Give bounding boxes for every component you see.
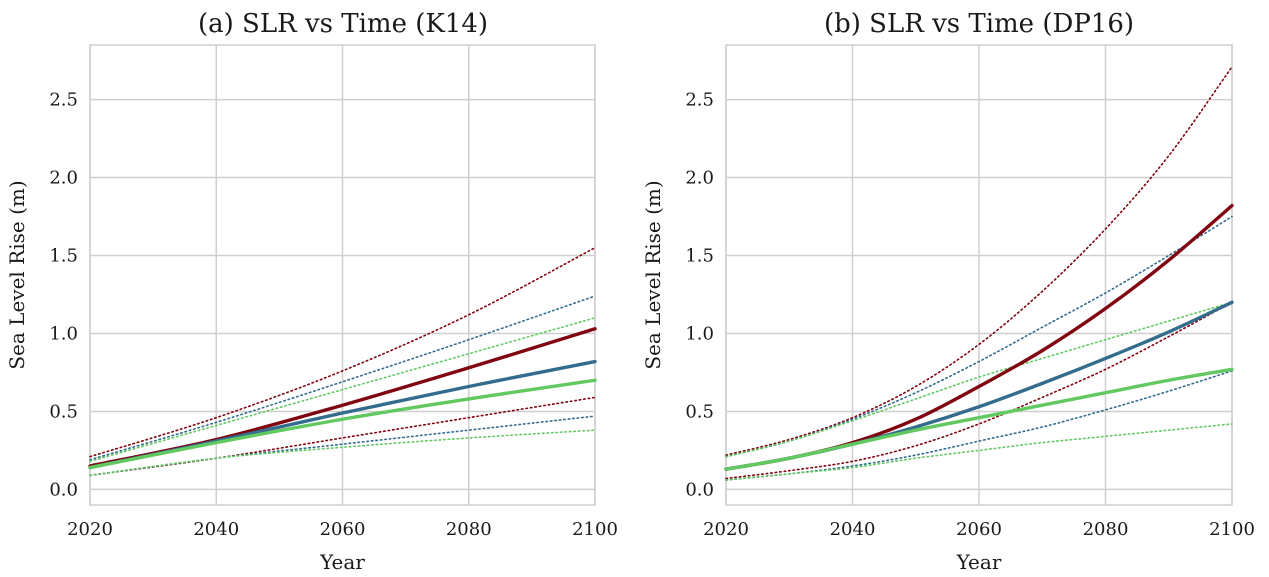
chart-title: (b) SLR vs Time (DP16) <box>824 9 1134 39</box>
panel-b: 2020 2040 2060 2080 2100 0.0 0.5 1.0 1.5 2.0 2.5 (b… <box>641 9 1255 574</box>
series-line <box>89 317 596 463</box>
x-tick-label: 2040 <box>830 519 876 540</box>
y-tick-label: 0.5 <box>685 401 714 422</box>
x-tick-label: 2100 <box>1209 519 1255 540</box>
series-line <box>88 378 597 470</box>
y-tick-label: 2.5 <box>49 90 78 111</box>
series-line <box>89 415 596 477</box>
y-tick-label: 2.0 <box>49 168 78 189</box>
x-axis-label: Year <box>319 550 365 574</box>
x-tick-label: 2060 <box>320 519 366 540</box>
x-tick-label: 2080 <box>446 519 492 540</box>
y-tick-label: 1.0 <box>49 323 78 344</box>
y-tick-label: 0.5 <box>49 401 78 422</box>
y-tick-label: 0.0 <box>49 479 78 500</box>
y-tick-label: 2.0 <box>685 168 714 189</box>
x-tick-label: 2020 <box>703 519 749 540</box>
series-line <box>725 423 1233 481</box>
panel-a: 2020 2040 2060 2080 2100 0.0 0.5 1.0 1.5 2.0 2.5 (a… <box>5 9 618 574</box>
x-tick-label: 2100 <box>572 519 618 540</box>
y-tick-label: 2.5 <box>685 90 714 111</box>
plot-frame <box>89 44 596 506</box>
y-tick-label: 1.0 <box>685 323 714 344</box>
plot-frame <box>725 44 1233 506</box>
series-line <box>725 301 1233 458</box>
x-tick-label: 2060 <box>956 519 1002 540</box>
y-tick-label: 1.5 <box>49 246 78 267</box>
series-line <box>89 246 596 458</box>
x-tick-label: 2080 <box>1083 519 1129 540</box>
series-line <box>89 429 596 477</box>
y-tick-label: 0.0 <box>685 479 714 500</box>
x-axis-label: Year <box>956 550 1002 574</box>
series-line <box>725 301 1233 480</box>
y-axis-label: Sea Level Rise (m) <box>641 180 665 369</box>
series-line <box>725 66 1233 456</box>
x-tick-label: 2040 <box>193 519 239 540</box>
series-line <box>724 367 1234 471</box>
x-tick-label: 2020 <box>67 519 113 540</box>
series-line <box>89 295 596 461</box>
chart-title: (a) SLR vs Time (K14) <box>198 9 488 39</box>
y-tick-label: 1.5 <box>685 246 714 267</box>
y-axis-label: Sea Level Rise (m) <box>5 180 29 369</box>
